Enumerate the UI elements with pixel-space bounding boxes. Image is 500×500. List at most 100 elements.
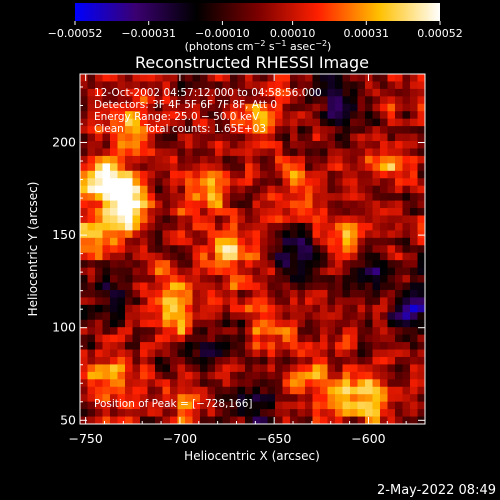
heatmap-cell [350,409,359,418]
heatmap-cell [387,356,396,366]
heatmap-cell [95,379,104,388]
heatmap-cell [365,252,374,261]
heatmap-cell [417,267,425,276]
heatmap-cell [102,178,111,187]
heatmap-cell [170,88,179,97]
heatmap-cell [140,81,149,90]
heatmap-cell [95,267,104,276]
heatmap-cell [95,416,104,424]
heatmap-cell [380,178,389,187]
heatmap-cell [267,230,276,239]
heatmap-cell [207,245,216,254]
heatmap-cell [132,371,141,380]
heatmap-cell [192,118,201,127]
heatmap-cell [275,386,284,395]
heatmap-cell [305,356,314,366]
heatmap-cell [140,126,149,135]
heatmap-cell [125,304,134,313]
heatmap-cell [117,163,126,172]
heatmap-cell [410,379,419,388]
heatmap-cell [140,103,149,112]
heatmap-cell [282,267,291,276]
heatmap-cell [357,163,366,172]
heatmap-cell [260,409,269,418]
heatmap-cell [387,178,396,187]
heatmap-cell [155,155,164,164]
heatmap-cell [410,297,419,306]
heatmap-cell [87,222,96,231]
heatmap-cell [132,260,141,269]
heatmap-cell [117,409,126,418]
heatmap-cell [297,222,306,231]
heatmap-cell [245,170,254,179]
heatmap-cell [200,342,209,351]
heatmap-cell [230,267,239,276]
heatmap-cell [380,334,389,343]
colorbar-tick-label: −0.00010 [195,27,250,40]
heatmap-cell [252,334,261,343]
heatmap-cell [305,96,314,105]
heatmap-cell [125,289,134,299]
heatmap-cell [282,401,291,410]
heatmap-cell [365,215,374,224]
heatmap-cell [305,141,314,150]
heatmap-cell [140,163,149,172]
heatmap-cell [207,96,216,105]
heatmap-cell [260,356,269,366]
heatmap-cell [147,103,156,112]
heatmap-cell [305,245,314,254]
heatmap-cell [342,185,351,194]
heatmap-cell [387,126,396,135]
heatmap-cell [125,416,134,424]
heatmap-cell [402,245,411,254]
heatmap-cell [372,297,381,306]
heatmap-cell [162,237,171,246]
heatmap-cell [192,275,201,284]
heatmap-cell [192,342,201,351]
heatmap-cell [387,252,396,261]
heatmap-cell [185,208,194,217]
heatmap-cell [387,282,396,291]
heatmap-cell [312,237,321,246]
heatmap-cell [320,275,329,284]
heatmap-cell [162,141,171,150]
heatmap-cell [80,88,89,97]
heatmap-cell [275,394,284,403]
heatmap-cell [185,88,194,97]
heatmap-cell [312,103,321,112]
heatmap-cell [327,163,336,172]
heatmap-cell [80,349,89,358]
heatmap-cell [357,96,366,105]
heatmap-cell [417,96,425,105]
heatmap-cell [297,245,306,254]
heatmap-cell [230,260,239,269]
heatmap-cell [177,185,186,194]
heatmap-cell [185,356,194,366]
heatmap-cell [95,170,104,179]
heatmap-cell [110,222,119,231]
heatmap-cell [275,200,284,209]
heatmap-cell [275,178,284,187]
heatmap-cell [387,334,396,343]
heatmap-cell [365,155,374,164]
heatmap-cell [290,379,299,388]
heatmap-cell [327,133,336,142]
heatmap-cell [80,178,89,187]
heatmap-cell [125,252,134,261]
heatmap-cell [327,237,336,246]
heatmap-cell [245,208,254,217]
heatmap-cell [245,394,254,403]
heatmap-cell [215,185,224,194]
heatmap-cell [215,356,224,366]
heatmap-cell [125,126,134,135]
heatmap-cell [95,394,104,403]
heatmap-cell [380,193,389,202]
heatmap-cell [365,208,374,217]
heatmap-cell [80,222,89,231]
heatmap-cell [252,312,261,321]
heatmap-cell [290,409,299,418]
heatmap-cell [110,252,119,261]
heatmap-cell [200,394,209,403]
heatmap-cell [357,334,366,343]
heatmap-cell [80,394,89,403]
